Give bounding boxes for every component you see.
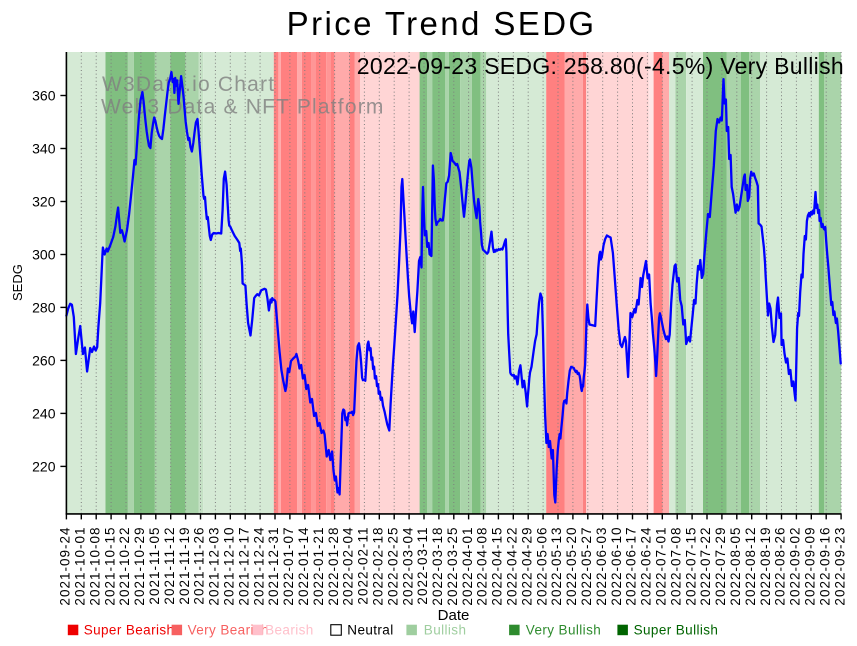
svg-text:2022-03-25: 2022-03-25	[445, 527, 460, 606]
svg-text:2022-07-22: 2022-07-22	[698, 527, 713, 606]
svg-text:2022-02-11: 2022-02-11	[356, 527, 371, 605]
svg-text:2022-04-29: 2022-04-29	[519, 527, 534, 606]
svg-text:2021-10-29: 2021-10-29	[132, 527, 147, 606]
svg-text:2022-06-03: 2022-06-03	[594, 527, 609, 606]
svg-text:2022-01-21: 2022-01-21	[311, 527, 326, 606]
svg-text:2021-11-05: 2021-11-05	[147, 527, 162, 605]
svg-text:2022-02-25: 2022-02-25	[385, 527, 400, 606]
svg-text:2022-07-15: 2022-07-15	[683, 527, 698, 606]
svg-text:2022-04-22: 2022-04-22	[505, 527, 520, 606]
svg-text:2021-11-26: 2021-11-26	[192, 527, 207, 605]
svg-text:Bullish: Bullish	[424, 623, 467, 638]
svg-text:300: 300	[32, 247, 56, 263]
svg-text:Super Bullish: Super Bullish	[634, 623, 719, 638]
svg-text:2021-12-03: 2021-12-03	[207, 527, 222, 606]
svg-text:2022-05-27: 2022-05-27	[579, 527, 594, 606]
svg-text:2021-10-22: 2021-10-22	[117, 527, 132, 606]
svg-text:2022-04-08: 2022-04-08	[475, 527, 490, 606]
svg-text:2022-09-02: 2022-09-02	[788, 527, 803, 606]
svg-text:280: 280	[32, 300, 56, 316]
svg-text:2021-10-01: 2021-10-01	[73, 527, 88, 606]
svg-text:2022-06-17: 2022-06-17	[624, 527, 639, 606]
svg-text:2022-01-14: 2022-01-14	[296, 527, 311, 606]
svg-text:W3Data.io Chart: W3Data.io Chart	[102, 73, 275, 96]
svg-text:Price Trend SEDG: Price Trend SEDG	[287, 5, 597, 42]
svg-text:2022-01-28: 2022-01-28	[326, 527, 341, 606]
svg-text:Neutral: Neutral	[347, 623, 393, 638]
svg-text:2022-01-07: 2022-01-07	[281, 527, 296, 606]
svg-text:260: 260	[32, 353, 56, 369]
svg-text:2022-07-08: 2022-07-08	[668, 527, 683, 606]
svg-text:2021-12-24: 2021-12-24	[251, 527, 266, 606]
svg-text:Very Bearish: Very Bearish	[188, 623, 269, 638]
svg-text:2022-08-19: 2022-08-19	[758, 527, 773, 606]
svg-text:2022-08-05: 2022-08-05	[728, 527, 743, 606]
svg-text:2022-07-29: 2022-07-29	[713, 527, 728, 606]
svg-text:2022-04-01: 2022-04-01	[460, 527, 475, 606]
svg-text:2022-09-23 SEDG: 258.80(-4.5%): 2022-09-23 SEDG: 258.80(-4.5%) Very Bull…	[357, 53, 844, 79]
svg-text:2022-09-09: 2022-09-09	[803, 527, 818, 606]
svg-text:320: 320	[32, 194, 56, 210]
svg-text:240: 240	[32, 406, 56, 422]
svg-text:2022-04-15: 2022-04-15	[490, 527, 505, 606]
svg-text:2021-11-19: 2021-11-19	[177, 527, 192, 605]
svg-text:Date: Date	[438, 607, 470, 624]
svg-text:2022-02-04: 2022-02-04	[341, 527, 356, 606]
svg-text:2022-05-13: 2022-05-13	[549, 527, 564, 606]
svg-text:2022-03-11: 2022-03-11	[415, 527, 430, 605]
svg-text:2022-09-23: 2022-09-23	[832, 527, 847, 606]
svg-text:Super Bearish: Super Bearish	[84, 623, 175, 638]
svg-text:2022-03-18: 2022-03-18	[430, 527, 445, 606]
svg-text:2021-12-31: 2021-12-31	[266, 527, 281, 606]
svg-text:360: 360	[32, 88, 56, 104]
svg-text:2021-12-17: 2021-12-17	[236, 527, 251, 606]
svg-text:2021-11-12: 2021-11-12	[162, 527, 177, 605]
svg-text:2022-06-10: 2022-06-10	[609, 527, 624, 606]
svg-text:2021-10-15: 2021-10-15	[102, 527, 117, 606]
svg-text:220: 220	[32, 459, 56, 475]
svg-text:2022-03-04: 2022-03-04	[400, 527, 415, 606]
svg-text:2022-02-18: 2022-02-18	[371, 527, 386, 606]
svg-text:2022-07-01: 2022-07-01	[654, 527, 669, 606]
svg-text:2022-06-24: 2022-06-24	[639, 527, 654, 606]
svg-text:Very Bullish: Very Bullish	[526, 623, 601, 638]
svg-text:2021-10-08: 2021-10-08	[87, 527, 102, 606]
svg-text:2021-12-10: 2021-12-10	[222, 527, 237, 606]
svg-text:2022-08-26: 2022-08-26	[773, 527, 788, 606]
svg-text:SEDG: SEDG	[10, 264, 25, 301]
svg-text:Bearish: Bearish	[265, 623, 314, 638]
svg-text:2022-05-06: 2022-05-06	[534, 527, 549, 606]
svg-text:2022-08-12: 2022-08-12	[743, 527, 758, 606]
svg-text:2022-09-16: 2022-09-16	[817, 527, 832, 606]
svg-text:Web3 Data & NFT Platform: Web3 Data & NFT Platform	[101, 95, 385, 118]
svg-text:2022-05-20: 2022-05-20	[564, 527, 579, 606]
svg-text:2021-09-24: 2021-09-24	[58, 527, 73, 606]
svg-text:340: 340	[32, 141, 56, 157]
